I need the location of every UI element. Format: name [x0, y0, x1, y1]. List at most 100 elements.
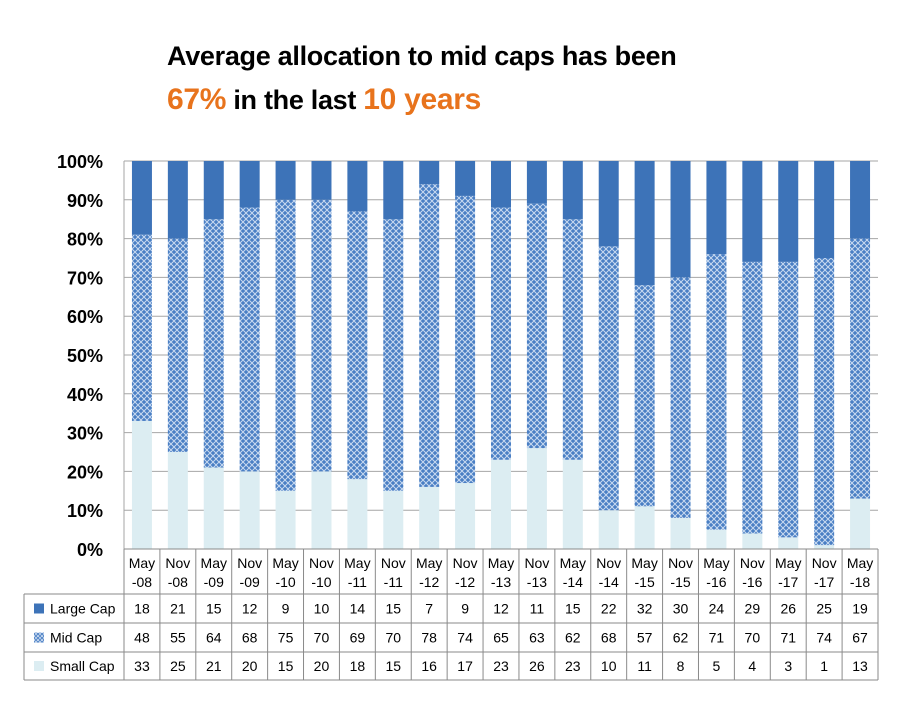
bar-small-cap — [706, 529, 727, 549]
bar-mid-cap — [634, 285, 655, 507]
bar-large-cap — [706, 161, 727, 255]
bar-small-cap — [742, 533, 763, 549]
bar-large-cap — [526, 161, 547, 204]
x-tick-label: May — [703, 555, 729, 571]
data-label: 11 — [530, 601, 545, 617]
data-label: 15 — [278, 658, 294, 674]
data-label: 71 — [780, 630, 796, 646]
data-label: 18 — [134, 601, 150, 617]
data-label: 33 — [134, 658, 150, 674]
x-tick-label: -08 — [168, 574, 188, 590]
x-tick-label: May — [488, 555, 514, 571]
bar-small-cap — [383, 490, 404, 549]
data-label: 9 — [461, 601, 469, 617]
bar-small-cap — [526, 448, 547, 549]
bar-small-cap — [598, 510, 619, 549]
data-label: 64 — [206, 630, 222, 646]
x-tick-label: -09 — [240, 574, 260, 590]
data-label: 25 — [816, 601, 832, 617]
data-label: 57 — [637, 630, 653, 646]
data-label: 17 — [457, 658, 473, 674]
bar-mid-cap — [706, 254, 727, 530]
bar-large-cap — [814, 161, 835, 258]
bar-large-cap — [742, 161, 763, 262]
bar-small-cap — [275, 490, 296, 549]
bar-large-cap — [311, 161, 332, 200]
data-label: 10 — [314, 601, 330, 617]
bar-large-cap — [455, 161, 476, 196]
x-tick-label: -11 — [348, 574, 367, 590]
bar-mid-cap — [131, 234, 152, 421]
data-label: 20 — [242, 658, 258, 674]
title-line-1: Average allocation to mid caps has been — [167, 41, 677, 71]
data-label: 62 — [565, 630, 581, 646]
y-tick-label: 20% — [67, 462, 103, 482]
x-tick-label: -16 — [706, 574, 726, 590]
y-tick-label: 30% — [67, 424, 103, 444]
data-label: 25 — [170, 658, 186, 674]
bar-large-cap — [203, 161, 224, 220]
title-middle-text: in the last — [226, 85, 364, 115]
bar-mid-cap — [850, 238, 871, 499]
bar-small-cap — [131, 420, 152, 549]
x-tick-label: May — [344, 555, 370, 571]
bar-large-cap — [347, 161, 368, 212]
data-label: 19 — [852, 601, 868, 617]
x-tick-label: -16 — [742, 574, 762, 590]
bar-small-cap — [239, 471, 260, 549]
bar-mid-cap — [526, 203, 547, 449]
x-tick-label: -17 — [814, 574, 834, 590]
x-tick-label: Nov — [740, 555, 765, 571]
data-label: 22 — [601, 601, 617, 617]
x-tick-label: -14 — [563, 574, 583, 590]
bar-large-cap — [598, 161, 619, 247]
x-tick-label: -10 — [275, 574, 295, 590]
data-label: 55 — [170, 630, 186, 646]
bar-mid-cap — [167, 238, 188, 452]
bar-mid-cap — [562, 219, 583, 460]
x-tick-label: -09 — [204, 574, 224, 590]
x-tick-label: Nov — [309, 555, 334, 571]
bar-mid-cap — [383, 219, 404, 491]
data-label: 16 — [421, 658, 437, 674]
bar-large-cap — [491, 161, 511, 208]
data-label: 74 — [816, 630, 832, 646]
data-label: 26 — [529, 658, 545, 674]
data-label: 70 — [745, 630, 761, 646]
bar-small-cap — [670, 517, 691, 549]
data-label: 26 — [780, 601, 796, 617]
x-tick-label: -13 — [491, 574, 511, 590]
data-label: 62 — [673, 630, 689, 646]
x-tick-label: May — [775, 555, 801, 571]
data-label: 65 — [493, 630, 509, 646]
bar-small-cap — [850, 498, 871, 549]
bar-mid-cap — [239, 207, 260, 472]
bar-small-cap — [562, 459, 583, 549]
x-tick-label: -14 — [599, 574, 619, 590]
bar-large-cap — [383, 161, 404, 220]
data-table: May-08Nov-08May-09Nov-09May-10Nov-10May-… — [23, 548, 879, 681]
bar-mid-cap — [347, 211, 368, 480]
data-label: 8 — [677, 658, 685, 674]
data-label: 15 — [565, 601, 581, 617]
bar-large-cap — [562, 161, 583, 220]
data-label: 68 — [242, 630, 258, 646]
bar-mid-cap — [455, 195, 476, 484]
data-label: 12 — [493, 601, 509, 617]
title-line-2: 67% in the last 10 years — [167, 78, 867, 122]
data-label: 23 — [565, 658, 581, 674]
data-label: 1 — [820, 658, 828, 674]
bar-small-cap — [814, 545, 835, 549]
y-tick-label: 0% — [77, 540, 103, 560]
data-label: 24 — [709, 601, 725, 617]
x-tick-label: May — [631, 555, 657, 571]
data-label: 11 — [637, 658, 652, 674]
bars — [131, 161, 871, 549]
data-label: 70 — [385, 630, 401, 646]
data-label: 78 — [421, 630, 437, 646]
x-tick-label: -12 — [455, 574, 475, 590]
legend-swatch — [34, 661, 44, 671]
data-label: 15 — [385, 601, 401, 617]
data-label: 48 — [134, 630, 150, 646]
